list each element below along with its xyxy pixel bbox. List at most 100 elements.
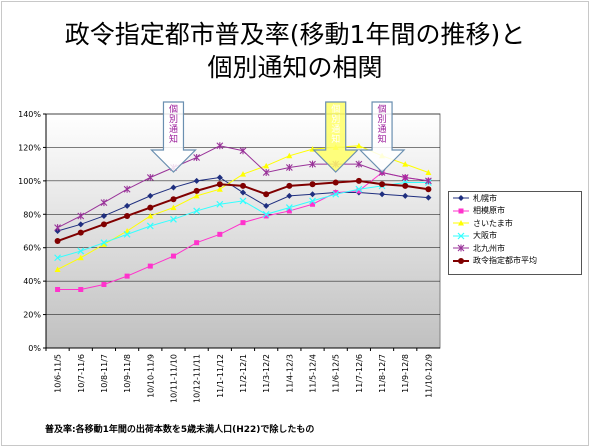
data-point	[147, 192, 154, 199]
data-point	[402, 161, 409, 167]
data-point	[54, 254, 62, 262]
y-tick-label: 0%	[28, 344, 41, 353]
data-point	[285, 163, 293, 171]
legend-label: 札幌市	[473, 193, 497, 203]
data-point	[263, 213, 269, 219]
data-point	[309, 191, 316, 198]
data-point	[240, 171, 246, 177]
data-point	[355, 185, 363, 193]
data-point	[216, 200, 224, 208]
down-arrow-icon	[358, 101, 406, 173]
legend-item: 政令指定都市平均	[449, 255, 581, 268]
data-point	[401, 174, 409, 182]
data-point	[124, 212, 131, 219]
data-point	[458, 257, 464, 264]
data-point	[262, 169, 270, 176]
data-point	[216, 174, 223, 181]
data-point	[146, 222, 154, 230]
x-tick-label: 11/10-12/9	[424, 354, 433, 398]
data-point	[458, 220, 464, 226]
data-point	[239, 197, 247, 205]
data-point	[355, 142, 362, 149]
data-point	[194, 240, 200, 246]
data-point	[355, 177, 362, 184]
data-point	[309, 160, 316, 168]
x-tick-label: 10/6-11/5	[54, 354, 63, 393]
legend-swatch	[453, 195, 469, 202]
annotation-label: 個別通知	[378, 103, 387, 145]
series-5	[54, 177, 432, 245]
data-point	[170, 184, 177, 191]
legend-item: さいたま市	[449, 217, 581, 230]
x-tick-label: 11/8-12/7	[378, 354, 387, 393]
data-point	[147, 204, 154, 211]
data-point	[54, 238, 61, 245]
y-tick-label: 80%	[23, 210, 41, 219]
x-tick-label: 11/7-12/6	[355, 354, 364, 393]
legend-item: 北九州市	[449, 242, 581, 255]
data-point	[54, 224, 61, 232]
legend-swatch	[453, 220, 469, 226]
data-point	[332, 190, 340, 198]
data-point	[355, 160, 363, 168]
x-tick-label: 10/10-11/9	[146, 354, 155, 398]
data-point	[263, 162, 270, 169]
data-point	[263, 202, 270, 209]
data-point	[193, 187, 200, 194]
annotation-arrow-2: 個別通知	[312, 101, 360, 173]
data-point	[285, 204, 293, 212]
data-point	[286, 192, 293, 199]
title-line-1: 政令指定都市普及率(移動1年間の推移)と	[64, 20, 526, 49]
data-point	[425, 194, 432, 201]
x-tick-label: 10/9-11/8	[123, 354, 132, 393]
data-point	[216, 186, 223, 192]
annotation-arrow-1: 個別通知	[150, 101, 197, 173]
data-point	[123, 230, 131, 238]
x-tick-label: 10/12-11/11	[193, 354, 202, 403]
data-point	[239, 147, 247, 155]
x-tick-label: 11/6-12/5	[332, 354, 341, 393]
data-point	[170, 215, 177, 223]
data-point	[458, 195, 464, 202]
y-tick-label: 60%	[23, 244, 41, 253]
data-point	[240, 220, 246, 226]
x-tick-label: 11/4-12/3	[285, 354, 294, 393]
footnote: 普及率:各移動1年間の出荷本数を5歳未満人口(H22)で除したもの	[45, 425, 315, 435]
y-tick-label: 100%	[18, 177, 41, 186]
legend-swatch	[453, 244, 469, 252]
data-point	[100, 241, 107, 247]
data-point	[170, 253, 176, 259]
legend-swatch	[453, 208, 469, 214]
y-tick-label: 40%	[23, 277, 41, 286]
data-point	[425, 177, 432, 185]
legend-item: 大阪市	[449, 230, 581, 243]
data-point	[425, 186, 432, 193]
data-point	[77, 247, 85, 255]
data-point	[309, 181, 316, 188]
data-point	[425, 169, 432, 175]
data-point	[77, 212, 85, 220]
down-arrow-icon	[312, 101, 360, 173]
x-tick-label: 11/3-12/2	[262, 354, 271, 393]
down-arrow-icon	[150, 101, 197, 173]
x-tick-label: 10/7-11/6	[77, 354, 86, 393]
y-tick-label: 20%	[23, 311, 41, 320]
data-point	[124, 202, 131, 209]
data-point	[379, 181, 386, 188]
series-4	[54, 142, 432, 232]
legend-item: 札幌市	[449, 192, 581, 205]
data-point	[77, 229, 84, 236]
legend-label: 大阪市	[473, 231, 497, 241]
data-point	[55, 287, 61, 292]
annotation-label: 個別通知	[169, 103, 178, 145]
y-tick-label: 120%	[18, 143, 41, 152]
data-point	[402, 192, 409, 199]
data-point	[100, 239, 108, 247]
data-point	[286, 208, 292, 214]
data-point	[147, 263, 153, 269]
x-tick-label: 10/11-11/10	[169, 354, 178, 403]
data-point	[309, 197, 316, 205]
data-point	[193, 153, 201, 161]
data-point	[286, 152, 293, 159]
data-point	[100, 199, 108, 207]
